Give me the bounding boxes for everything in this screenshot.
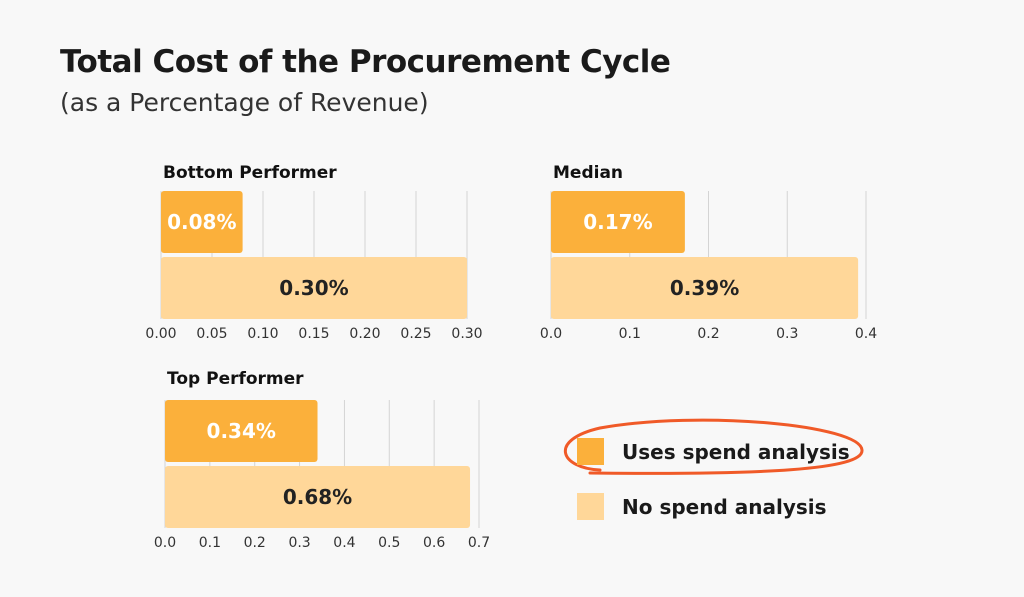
- tick-label: 0.25: [400, 326, 431, 342]
- tick-label: 0.2: [244, 535, 266, 551]
- tick-label: 0.30: [451, 326, 482, 342]
- data-label: 0.08%: [167, 210, 236, 234]
- tick-label: 0.4: [333, 535, 355, 551]
- legend-label-uses: Uses spend analysis: [622, 439, 850, 464]
- tick-label: 0.3: [776, 326, 798, 342]
- tick-label: 0.05: [196, 326, 227, 342]
- tick-label: 0.3: [288, 535, 310, 551]
- bar-no: [161, 257, 467, 319]
- subchart-title: Median: [553, 163, 623, 183]
- legend-label-no: No spend analysis: [622, 494, 827, 519]
- data-label: 0.34%: [207, 419, 276, 443]
- legend-item-uses: Uses spend analysis: [577, 438, 850, 465]
- tick-label: 0.0: [154, 535, 176, 551]
- chart-0: Bottom Performer 0.00 0.05 0.10 0.15 0.20 0.25…: [145, 163, 482, 342]
- subchart-title: Bottom Performer: [163, 163, 337, 183]
- chart-subtitle: (as a Percentage of Revenue): [60, 88, 429, 117]
- subchart-title: Top Performer: [167, 369, 304, 389]
- bar-uses: [165, 400, 318, 462]
- highlight-circle-icon: [564, 418, 864, 475]
- tick-label: 0.15: [298, 326, 329, 342]
- tick-label: 0.1: [199, 535, 221, 551]
- chart-2: Top Performer 0.0 0.1 0.2 0.3 0.4 0.5 0.6 0.7 0.3…: [154, 369, 490, 551]
- legend-swatch-uses: [577, 438, 604, 465]
- tick-label: 0.00: [145, 326, 176, 342]
- tick-label: 0.1: [619, 326, 641, 342]
- tick-label: 0.7: [468, 535, 490, 551]
- tick-label: 0.5: [378, 535, 400, 551]
- bar-no: [165, 466, 471, 528]
- tick-label: 0.20: [349, 326, 380, 342]
- legend-swatch-no: [577, 493, 604, 520]
- bar-uses: [551, 191, 685, 253]
- tick-label: 0.10: [247, 326, 278, 342]
- tick-label: 0.4: [855, 326, 877, 342]
- chart-title: Total Cost of the Procurement Cycle: [60, 44, 671, 80]
- tick-label: 0.0: [540, 326, 562, 342]
- data-label: 0.17%: [583, 210, 652, 234]
- bar-no: [551, 257, 859, 319]
- data-label: 0.39%: [670, 276, 739, 300]
- bar-uses: [161, 191, 243, 253]
- data-label: 0.68%: [283, 485, 352, 509]
- chart-1: Median 0.0 0.1 0.2 0.3 0.4 0.17% 0.39%: [540, 163, 877, 342]
- tick-label: 0.2: [697, 326, 719, 342]
- data-label: 0.30%: [279, 276, 348, 300]
- legend-item-no: No spend analysis: [577, 493, 827, 520]
- tick-label: 0.6: [423, 535, 445, 551]
